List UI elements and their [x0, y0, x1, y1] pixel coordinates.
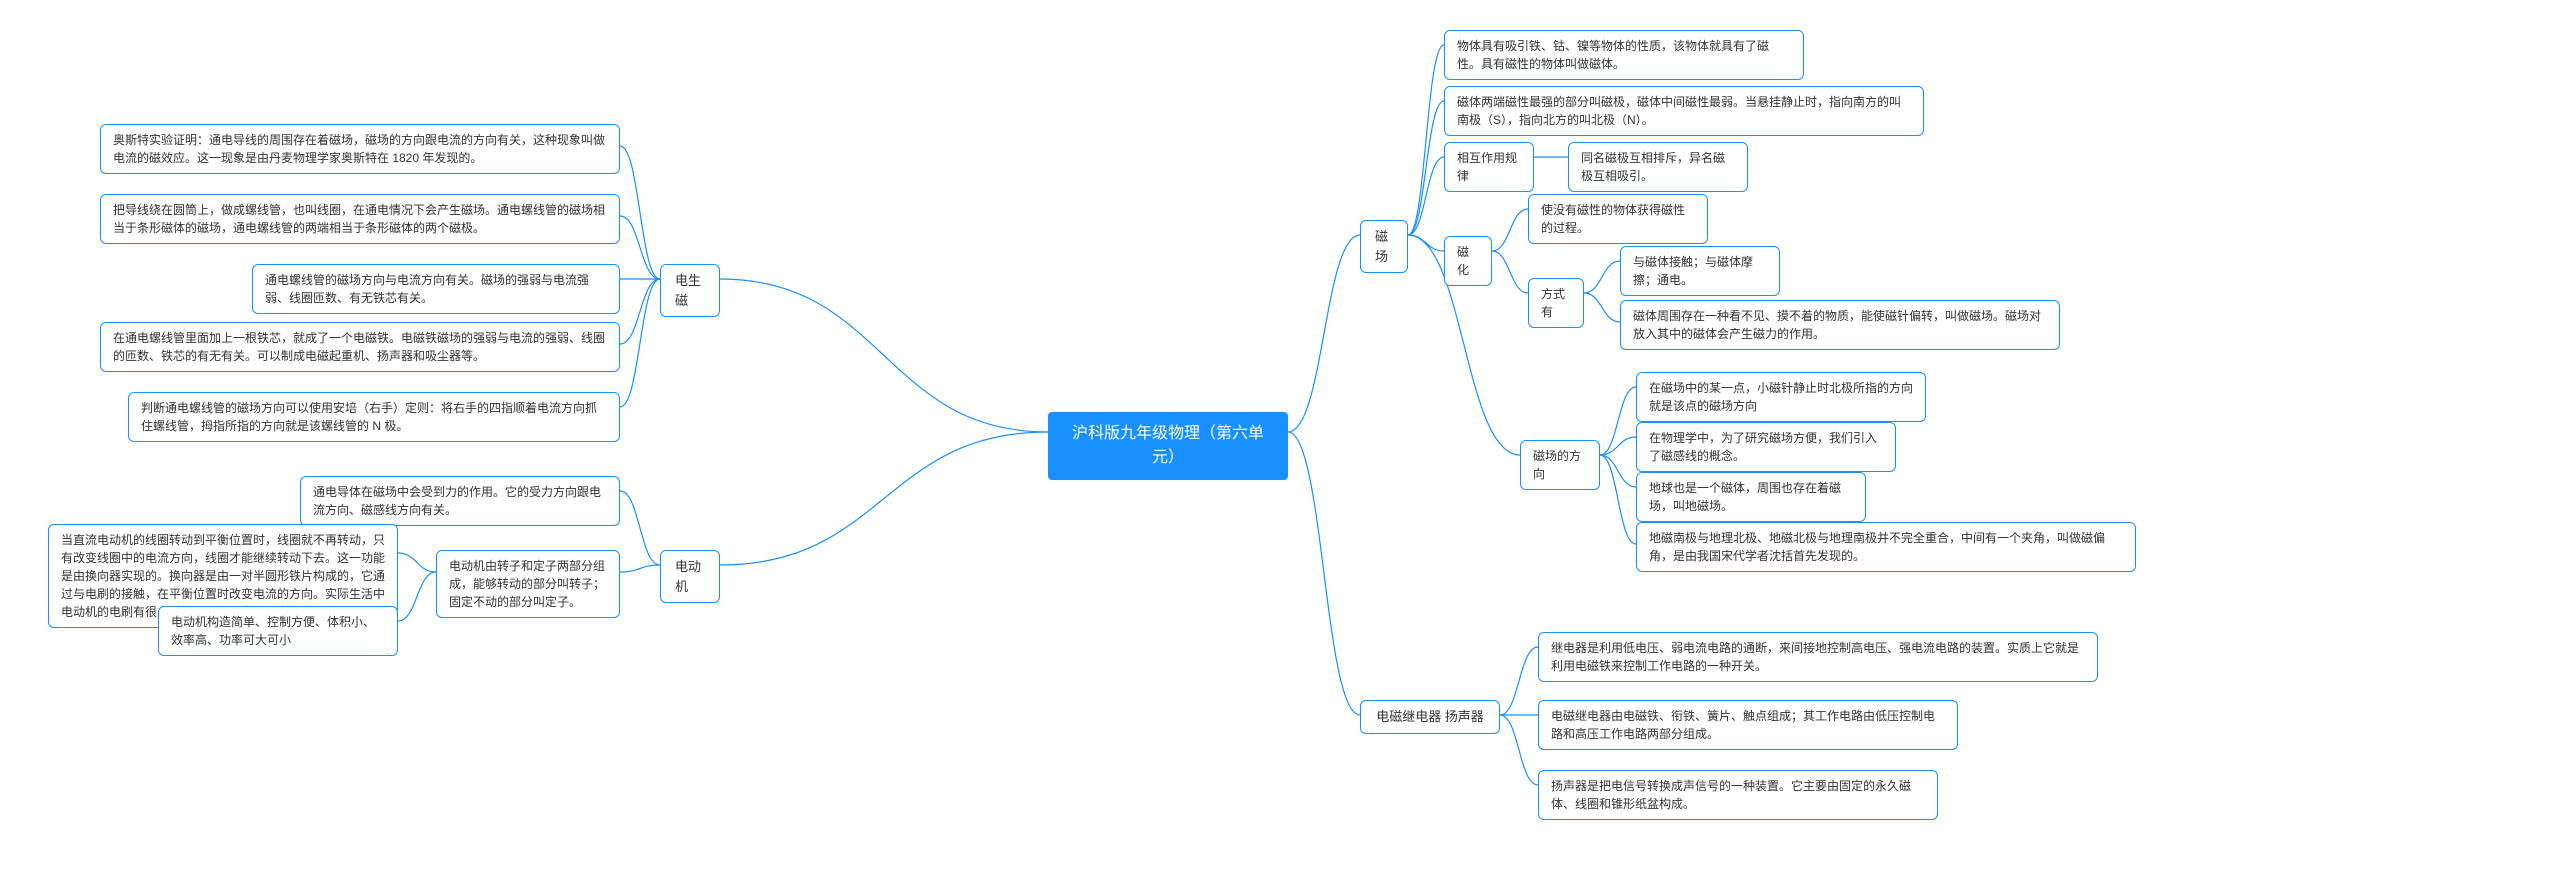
mindmap-node: 沪科版九年级物理（第六单元）: [1048, 412, 1288, 480]
mindmap-node: 扬声器是把电信号转换成声信号的一种装置。它主要由固定的永久磁体、线圈和锥形纸盆构…: [1538, 770, 1938, 820]
mindmap-node: 磁化: [1444, 236, 1492, 286]
mindmap-node: 在磁场中的某一点，小磁针静止时北极所指的方向就是该点的磁场方向: [1636, 372, 1926, 422]
mindmap-node: 奥斯特实验证明：通电导线的周围存在着磁场，磁场的方向跟电流的方向有关，这种现象叫…: [100, 124, 620, 174]
mindmap-node: 电生磁: [660, 264, 720, 317]
mindmap-node: 磁体两端磁性最强的部分叫磁极，磁体中间磁性最弱。当悬挂静止时，指向南方的叫南极（…: [1444, 86, 1924, 136]
mindmap-node: 同名磁极互相排斥，异名磁极互相吸引。: [1568, 142, 1748, 192]
mindmap-node: 在物理学中，为了研究磁场方便，我们引入了磁感线的概念。: [1636, 422, 1896, 472]
mindmap-node: 物体具有吸引铁、钴、镍等物体的性质，该物体就具有了磁性。具有磁性的物体叫做磁体。: [1444, 30, 1804, 80]
mindmap-node: 磁体周围存在一种看不见、摸不着的物质，能使磁针偏转，叫做磁场。磁场对放入其中的磁…: [1620, 300, 2060, 350]
mindmap-node: 电动机由转子和定子两部分组成，能够转动的部分叫转子；固定不动的部分叫定子。: [436, 550, 620, 618]
mindmap-node: 相互作用规律: [1444, 142, 1534, 192]
mindmap-node: 把导线绕在圆筒上，做成螺线管，也叫线圈，在通电情况下会产生磁场。通电螺线管的磁场…: [100, 194, 620, 244]
mindmap-node: 与磁体接触；与磁体摩擦；通电。: [1620, 246, 1780, 296]
mindmap-node: 判断通电螺线管的磁场方向可以使用安培（右手）定则：将右手的四指顺着电流方向抓住螺…: [128, 392, 620, 442]
mindmap-node: 电动机构造简单、控制方便、体积小、效率高、功率可大可小: [158, 606, 398, 656]
mindmap-node: 通电螺线管的磁场方向与电流方向有关。磁场的强弱与电流强弱、线圈匝数、有无铁芯有关…: [252, 264, 620, 314]
mindmap-node: 电磁继电器由电磁铁、衔铁、簧片、触点组成；其工作电路由低压控制电路和高压工作电路…: [1538, 700, 1958, 750]
mindmap-node: 电动机: [660, 550, 720, 603]
mindmap-node: 磁场: [1360, 220, 1408, 273]
mindmap-node: 通电导体在磁场中会受到力的作用。它的受力方向跟电流方向、磁感线方向有关。: [300, 476, 620, 526]
mindmap-node: 电磁继电器 扬声器: [1360, 700, 1500, 734]
mindmap-node: 使没有磁性的物体获得磁性的过程。: [1528, 194, 1708, 244]
mindmap-node: 在通电螺线管里面加上一根铁芯，就成了一个电磁铁。电磁铁磁场的强弱与电流的强弱、线…: [100, 322, 620, 372]
mindmap-node: 继电器是利用低电压、弱电流电路的通断，来间接地控制高电压、强电流电路的装置。实质…: [1538, 632, 2098, 682]
mindmap-node: 地磁南极与地理北极、地磁北极与地理南极并不完全重合，中间有一个夹角，叫做磁偏角，…: [1636, 522, 2136, 572]
mindmap-node: 方式有: [1528, 278, 1584, 328]
mindmap-node: 磁场的方向: [1520, 440, 1600, 490]
mindmap-node: 地球也是一个磁体，周围也存在着磁场，叫地磁场。: [1636, 472, 1866, 522]
